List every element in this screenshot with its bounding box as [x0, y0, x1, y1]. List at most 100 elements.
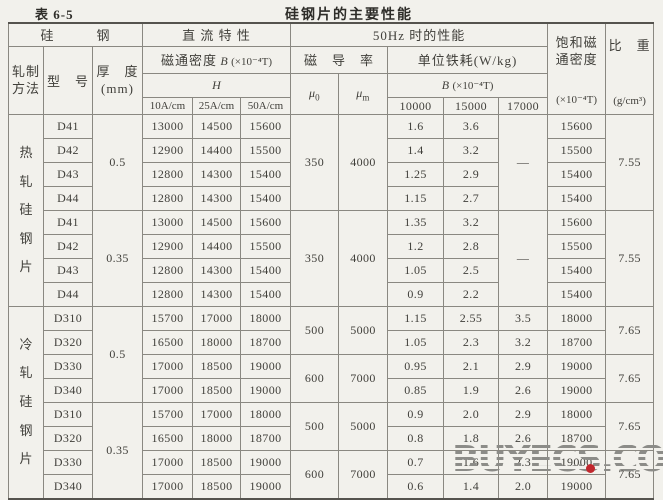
table-row: D44 12800 14300 15400 1.15 2.7 15400: [9, 186, 654, 211]
table-row: D42 12900 14400 15500 1.4 3.2 15500: [9, 138, 654, 163]
loss-b-symbol: B: [441, 78, 450, 93]
cell-model: D42: [43, 234, 93, 259]
cell-rolling-method-cold: 冷轧硅钢片: [8, 306, 44, 499]
cell-b25: 18500: [192, 450, 241, 475]
header-mu0: μ0: [290, 73, 340, 115]
cell-b50: 15400: [239, 162, 292, 187]
cell-saturation: 15400: [547, 258, 607, 283]
cell-b50: 15600: [239, 210, 292, 235]
cell-b10: 12900: [142, 234, 193, 259]
cell-b10: 15700: [142, 402, 193, 427]
header-dc-characteristics: 直 流 特 性: [141, 22, 292, 47]
cell-model: D43: [43, 258, 93, 283]
h-symbol: H: [212, 78, 221, 93]
cell-mu0: 350: [290, 114, 340, 211]
cell-loss10000: 1.4: [387, 138, 445, 163]
table-row: 冷轧硅钢片 D310 0.5 15700 17000 18000 500 500…: [8, 306, 655, 499]
cell-loss10000: 1.35: [387, 210, 445, 235]
cell-loss17000: 2.3: [498, 450, 549, 475]
cell-b25: 14300: [192, 162, 241, 187]
cell-b10: 12800: [142, 186, 193, 211]
cell-model: D330: [43, 450, 93, 475]
cell-b10: 16500: [142, 426, 193, 451]
cell-model: D340: [43, 474, 93, 499]
cell-mu0: 600: [290, 354, 340, 403]
mu0-symbol: μ: [309, 85, 316, 100]
cell-b25: 14300: [192, 282, 241, 307]
cell-loss10000: 0.9: [387, 402, 445, 427]
cell-loss15000: 3.2: [443, 138, 500, 163]
cell-b50: 15500: [239, 234, 292, 259]
cell-loss10000: 1.15: [387, 186, 445, 211]
cell-loss15000: 3.6: [443, 114, 500, 139]
cell-b50: 15400: [239, 186, 292, 211]
cell-loss10000: 0.6: [387, 474, 445, 499]
loss-b-unit: (×10⁻⁴T): [452, 80, 494, 93]
table-row: D330 17000 18500 19000 600 7000 0.7 1.6 …: [9, 450, 655, 499]
cell-loss10000: 1.2: [387, 234, 445, 259]
cell-weight: 7.65: [605, 306, 655, 355]
cell-loss15000: 1.4: [443, 474, 500, 499]
cell-saturation: 18700: [547, 330, 607, 355]
cell-saturation: 19000: [547, 450, 607, 475]
cell-saturation: 19000: [547, 474, 607, 499]
cell-b10: 12800: [142, 282, 193, 307]
cell-model: D43: [43, 162, 93, 187]
cell-loss17000: 2.9: [498, 402, 549, 427]
weight-label: 比 重: [608, 38, 651, 53]
silicon-steel-properties-table: 硅 钢 直 流 特 性 50Hz 时的性能 饱和磁 通密度 (×10⁻⁴T) 比…: [8, 22, 655, 500]
table-row: D41 0.35 13000 14500 15600 350 4000 1.35…: [9, 210, 655, 307]
saturation-unit: (×10⁻⁴T): [556, 93, 598, 106]
cell-b50: 18700: [239, 330, 292, 355]
header-h25: 25A/cm: [192, 97, 241, 115]
watermark-red-dot: [586, 464, 595, 473]
header-h-field: H: [141, 73, 292, 98]
cell-loss15000: 2.9: [443, 162, 500, 187]
cell-b25: 14300: [192, 186, 241, 211]
cell-loss15000: 2.8: [443, 234, 500, 259]
cell-loss15000: 2.55: [443, 306, 500, 331]
cell-loss10000: 1.05: [387, 258, 445, 283]
weight-unit: (g/cm³): [613, 95, 646, 107]
flux-density-label: 磁通密度: [160, 53, 217, 69]
cell-saturation: 15500: [547, 234, 607, 259]
table-row: D320 16500 18000 18700 1.05 2.3 3.2 1870…: [9, 330, 654, 355]
cell-model: D42: [43, 138, 93, 163]
cell-loss15000: 1.9: [443, 378, 500, 403]
header-thickness: 厚 度 (mm): [92, 45, 143, 115]
table-row: D310 0.35 15700 17000 18000 500 5000 0.9…: [9, 402, 655, 499]
cell-b10: 17000: [142, 474, 193, 499]
header-rolling-method: 轧制 方法: [8, 45, 44, 115]
cell-b25: 14500: [192, 114, 241, 139]
cell-loss15000: 2.5: [443, 258, 500, 283]
flux-density-unit: (×10⁻⁴T): [231, 56, 273, 69]
cell-loss17000-dash: —: [498, 114, 549, 211]
cell-b10: 12800: [142, 258, 193, 283]
mum-subscript: m: [362, 92, 370, 103]
cell-b10: 16500: [142, 330, 193, 355]
cell-model: D330: [43, 354, 93, 379]
cell-b25: 14400: [192, 234, 241, 259]
header-b10000: 10000: [387, 97, 445, 115]
cell-saturation: 18700: [547, 426, 607, 451]
cell-model: D310: [43, 306, 93, 331]
cell-saturation: 15600: [547, 114, 607, 139]
cell-mum: 4000: [338, 114, 389, 211]
cell-model: D310: [43, 402, 93, 427]
cell-b50: 19000: [239, 378, 292, 403]
cell-loss15000: 2.3: [443, 330, 500, 355]
saturation-label: 饱和磁 通密度: [555, 34, 598, 68]
header-b17000: 17000: [498, 97, 549, 115]
cell-b10: 12800: [142, 162, 193, 187]
cell-b25: 18500: [192, 378, 241, 403]
cell-mu0: 500: [290, 402, 340, 451]
header-permeability: 磁 导 率: [290, 45, 389, 75]
cell-b10: 12900: [142, 138, 193, 163]
cell-loss17000-dash: —: [498, 210, 549, 307]
cell-b10: 13000: [142, 210, 193, 235]
cell-b50: 15400: [239, 282, 292, 307]
cell-mum: 7000: [338, 450, 389, 499]
cell-b10: 17000: [142, 378, 193, 403]
header-h10: 10A/cm: [142, 97, 193, 115]
cell-loss17000: 3.5: [498, 306, 549, 331]
